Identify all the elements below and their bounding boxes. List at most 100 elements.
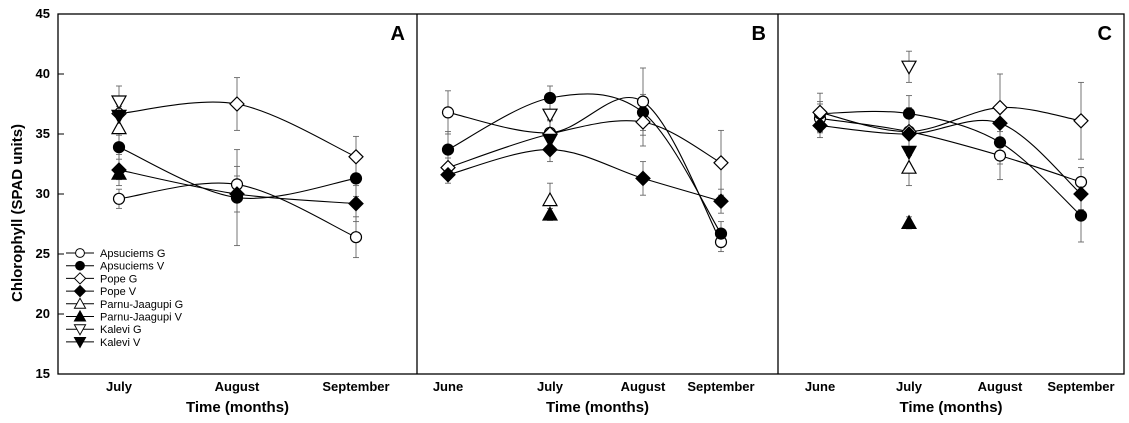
panel-c-apsuciems-v-point <box>993 136 1007 149</box>
panel-c-x-tick-june: June <box>805 379 835 394</box>
panel-c-pope-g-point <box>1073 112 1089 129</box>
panel-a-kalevi-g-point <box>110 95 128 110</box>
y-tick-label: 20 <box>36 306 50 321</box>
panel-b-apsuciems-v-point <box>714 227 728 240</box>
panel-c-pope-v-point <box>812 117 828 134</box>
panel-a-x-tick-july: July <box>106 379 133 394</box>
panel-c-x-axis-title: Time (months) <box>899 399 1002 416</box>
legend-label-pope-g: Pope G <box>100 273 137 285</box>
legend-entry-apsuciems-g: Apsuciems G <box>66 248 165 260</box>
panel-c-x-tick-august: August <box>978 379 1023 394</box>
panel-b-pope-v-point <box>635 170 651 187</box>
panel-b-x-tick-june: June <box>433 379 463 394</box>
legend-label-kalevi-g: Kalevi G <box>100 324 142 336</box>
panel-c-pope-g-point <box>992 99 1008 116</box>
legend-label-apsuciems-v: Apsuciems V <box>100 261 165 273</box>
panel-a-pope-v-point <box>348 195 364 212</box>
panel-a-apsuciems-v-point <box>349 172 363 185</box>
y-tick-label: 25 <box>36 246 50 261</box>
panel-b-x-tick-august: August <box>621 379 666 394</box>
panel-c-pope-v-point <box>1073 186 1089 202</box>
legend-marker-parnu-jaagupi-v <box>73 309 87 322</box>
legend-entry-parnu-jaagupi-g: Parnu-Jaagupi G <box>66 297 183 311</box>
legend-entry-kalevi-v: Kalevi V <box>66 337 141 349</box>
legend-marker-pope-g <box>73 272 87 285</box>
legend-label-pope-v: Pope V <box>100 286 137 298</box>
panel-c-kalevi-g-point <box>900 60 918 76</box>
panel-b-apsuciems-v-point <box>441 143 455 156</box>
panel-c-parnu-jaagupi-g-point <box>900 159 918 174</box>
legend-marker-kalevi-g <box>73 324 87 336</box>
y-tick-label: 40 <box>36 66 50 81</box>
panel-b-pope-g-line <box>447 120 722 169</box>
y-tick-label: 35 <box>36 126 50 141</box>
panel-c-x-tick-september: September <box>1047 379 1114 394</box>
y-tick-label: 30 <box>36 186 50 201</box>
panel-b-pope-v-point <box>440 166 456 183</box>
panel-a-pope-g-point <box>229 96 245 112</box>
panel-a-apsuciems-g-point <box>112 192 126 205</box>
panel-a-parnu-jaagupi-g-point <box>110 119 128 135</box>
panel-c-apsuciems-v-point <box>902 107 916 120</box>
legend-marker-apsuciems-v <box>75 260 85 271</box>
panel-b-parnu-jaagupi-v-point <box>541 206 559 221</box>
panel-b-x-axis-title: Time (months) <box>546 399 649 416</box>
legend-marker-parnu-jaagupi-g <box>73 297 87 309</box>
panel-a-x-tick-september: September <box>322 379 389 394</box>
panel-b-pope-g-point <box>635 114 651 130</box>
panel-b-pope-v-point <box>542 141 558 158</box>
panel-b-pope-v-point <box>713 193 729 210</box>
panel-b-kalevi-g-point <box>541 108 559 124</box>
panel-b-parnu-jaagupi-g-point <box>541 191 559 207</box>
legend-label-apsuciems-g: Apsuciems G <box>100 248 165 260</box>
panel-b-apsuciems-g-point <box>441 106 455 119</box>
panel-a-x-axis-title: Time (months) <box>186 399 289 416</box>
panel-a-pope-g-point <box>348 148 364 165</box>
panel-b-kalevi-v-point <box>541 133 559 149</box>
plot-frame <box>57 13 1125 375</box>
panel-c-x-tick-july: July <box>896 379 923 394</box>
panel-b-x-tick-september: September <box>687 379 754 394</box>
legend-label-parnu-jaagupi-v: Parnu-Jaagupi V <box>100 312 183 324</box>
panel-a-kalevi-v-point <box>110 109 128 125</box>
panel-a-letter: A <box>391 23 405 45</box>
panel-b-x-tick-july: July <box>537 379 564 394</box>
legend-label-parnu-jaagupi-g: Parnu-Jaagupi G <box>100 299 183 311</box>
legend-entry-pope-g: Pope G <box>66 272 137 285</box>
y-tick-label: 15 <box>36 366 50 381</box>
panel-b-pope-v-line <box>447 149 722 202</box>
panel-c-apsuciems-v-point <box>1074 209 1088 222</box>
y-tick-label: 45 <box>36 6 50 21</box>
panel-a-pope-v-point <box>229 186 245 202</box>
panel-b-pope-g-point <box>713 154 729 171</box>
legend-marker-kalevi-v <box>73 336 87 349</box>
legend-entry-apsuciems-v: Apsuciems V <box>66 261 165 273</box>
panel-c-apsuciems-v-line <box>819 110 1082 217</box>
panel-b-apsuciems-g-line <box>447 96 722 243</box>
panel-c-letter: C <box>1098 23 1112 45</box>
panel-a-parnu-jaagupi-v-point <box>110 165 128 180</box>
panel-c-pope-g-line <box>819 106 1082 133</box>
panel-c-pope-v-point <box>901 126 917 142</box>
panel-c-apsuciems-g-point <box>993 149 1007 162</box>
panel-c-pope-v-point <box>992 115 1008 132</box>
legend-marker-pope-v <box>73 284 87 298</box>
panel-c-pope-v-line <box>819 119 1082 195</box>
panel-b-apsuciems-v-point <box>543 91 557 105</box>
panel-a-x-tick-august: August <box>215 379 260 394</box>
panel-b-apsuciems-v-line <box>447 93 722 234</box>
legend-label-kalevi-v: Kalevi V <box>100 337 141 349</box>
legend-entry-kalevi-g: Kalevi G <box>66 324 142 336</box>
legend-entry-parnu-jaagupi-v: Parnu-Jaagupi V <box>66 309 183 324</box>
panel-a-apsuciems-v-point <box>112 141 126 154</box>
panel-a-apsuciems-g-point <box>349 231 363 244</box>
legend-entry-pope-v: Pope V <box>66 284 137 298</box>
panel-b-apsuciems-g-point <box>636 95 650 108</box>
panel-c-apsuciems-g-point <box>1074 175 1088 189</box>
panel-c-kalevi-v-point <box>900 145 918 161</box>
panel-c-parnu-jaagupi-v-point <box>900 214 918 229</box>
panel-b-letter: B <box>752 23 766 45</box>
panel-c-apsuciems-g-line <box>819 117 1082 183</box>
y-axis-title: Chlorophyll (SPAD units) <box>9 124 26 302</box>
